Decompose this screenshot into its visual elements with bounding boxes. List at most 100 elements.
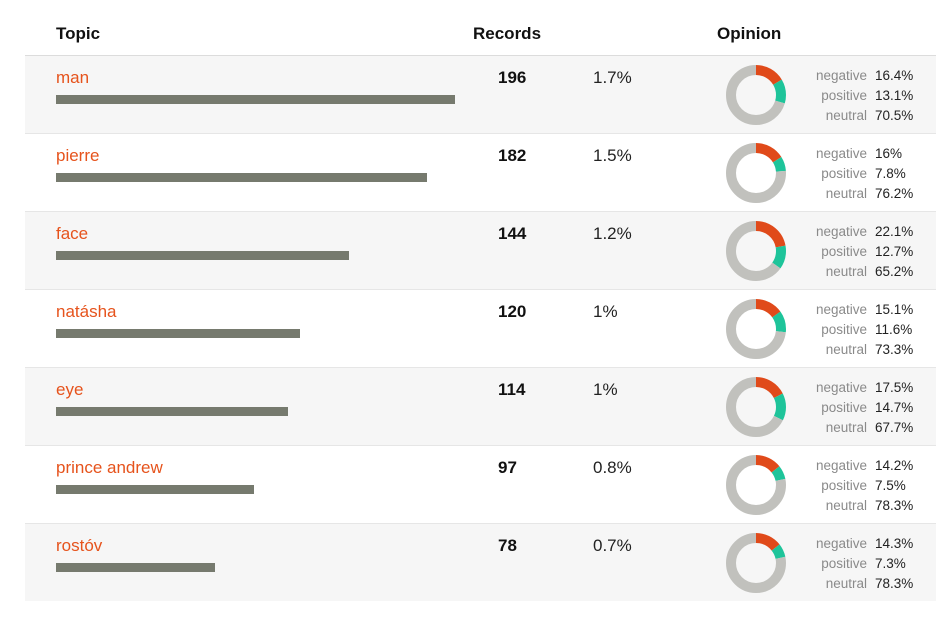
records-percent: 0.8% [593,458,632,477]
records-count: 120 [498,302,527,321]
opinion-label: positive [821,322,867,337]
records-count: 182 [498,146,527,165]
topic-link[interactable]: natásha [56,302,117,321]
opinion-positive: positive 7.8% [795,164,925,184]
opinion-value: 70.5% [875,108,914,123]
opinion-value: 7.8% [875,166,906,181]
topic-link[interactable]: rostóv [56,536,103,555]
opinion-negative: negative 15.1% [795,300,925,320]
opinion-negative: negative 16% [795,144,925,164]
opinion-breakdown: negative 16.4% positive 13.1% neutral 70.5% [795,66,925,126]
donut-slice-positive [726,65,786,125]
opinion-value: 7.5% [875,478,906,493]
table-row: pierre 182 1.5% negative 16% positive 7.8% neut… [25,134,936,212]
opinion-breakdown: negative 14.3% positive 7.3% neutral 78.3% [795,534,925,594]
opinion-value: 13.1% [875,88,914,103]
table-header: Topic Records Opinion [25,0,936,56]
opinion-label: neutral [825,342,867,357]
records-bar [56,251,350,260]
opinion-breakdown: negative 15.1% positive 11.6% neutral 73.3% [795,300,925,360]
opinion-neutral: neutral 78.3% [795,574,925,594]
topic-link[interactable]: face [56,224,89,243]
donut-slice-neutral [726,143,786,203]
opinion-breakdown: negative 17.5% positive 14.7% neutral 67.7% [795,378,925,438]
topic-link[interactable]: prince andrew [56,458,163,477]
donut-slice-positive [726,299,786,359]
opinion-label: negative [815,380,867,395]
opinion-donut [726,299,786,359]
opinion-neutral: neutral 76.2% [795,184,925,204]
table-row: eye 114 1% negative 17.5% positive 14.7% neutra… [25,368,936,446]
opinion-label: neutral [825,264,867,279]
opinion-negative: negative 14.3% [795,534,925,554]
opinion-label: negative [815,146,867,161]
donut-slice-neutral [726,455,786,515]
opinion-negative: negative 17.5% [795,378,925,398]
opinion-breakdown: negative 14.2% positive 7.5% neutral 78.3% [795,456,925,516]
header-opinion: Opinion [717,24,782,43]
records-count: 97 [498,458,517,477]
opinion-value: 78.3% [875,498,914,513]
opinion-label: negative [815,458,867,473]
topic-link[interactable]: eye [56,380,84,399]
donut-slice-positive [726,377,786,437]
records-count: 114 [498,380,526,399]
table-row: man 196 1.7% negative 16.4% positive 13.1% neut… [25,56,936,134]
records-bar [56,563,215,572]
opinion-positive: positive 7.3% [795,554,925,574]
records-percent: 1% [593,302,618,321]
records-percent: 1.7% [593,68,632,87]
opinion-donut [726,455,786,515]
opinion-label: negative [815,302,867,317]
opinion-label: positive [821,166,867,181]
donut-slice-neutral [726,299,786,359]
opinion-label: neutral [825,498,867,513]
opinion-value: 14.2% [875,458,914,473]
opinion-neutral: neutral 78.3% [795,496,925,516]
opinion-label: positive [821,478,867,493]
opinion-label: negative [815,68,867,83]
opinion-label: positive [821,88,867,103]
opinion-positive: positive 7.5% [795,476,925,496]
donut-slice-neutral [726,65,786,125]
opinion-positive: positive 11.6% [795,320,925,340]
opinion-positive: positive 14.7% [795,398,925,418]
opinion-value: 22.1% [875,224,914,239]
records-bar [56,329,301,338]
donut-slice-neutral [726,533,786,593]
opinion-neutral: neutral 65.2% [795,262,925,282]
header-topic: Topic [56,24,101,43]
records-bar [56,485,254,494]
table-row: prince andrew 97 0.8% negative 14.2% positive… [25,446,936,524]
header-records: Records [473,24,542,43]
opinion-neutral: neutral 70.5% [795,106,925,126]
opinion-donut [726,377,786,437]
records-percent: 1.5% [593,146,632,165]
donut-slice-positive [726,221,786,281]
topic-link[interactable]: pierre [56,146,100,165]
opinion-label: positive [821,400,867,415]
opinion-value: 16% [875,146,903,161]
opinion-breakdown: negative 22.1% positive 12.7% neutral 65.2% [795,222,925,282]
opinion-positive: positive 13.1% [795,86,925,106]
records-count: 196 [498,68,527,87]
topic-link[interactable]: man [56,68,90,87]
opinion-value: 16.4% [875,68,914,83]
table-row: rostóv 78 0.7% negative 14.3% positive 7.3% neu… [25,524,936,601]
opinion-label: neutral [825,420,867,435]
opinion-donut [726,65,786,125]
opinion-value: 73.3% [875,342,914,357]
opinion-breakdown: negative 16% positive 7.8% neutral 76.2% [795,144,925,204]
table-body: man 196 1.7% negative 16.4% positive 13.1% neut… [25,56,936,601]
opinion-value: 15.1% [875,302,914,317]
opinion-neutral: neutral 67.7% [795,418,925,438]
opinion-negative: negative 16.4% [795,66,925,86]
opinion-label: positive [821,244,867,259]
opinion-value: 76.2% [875,186,914,201]
donut-slice-neutral [726,377,786,437]
opinion-value: 14.3% [875,536,914,551]
donut-slice-neutral [726,221,786,281]
opinion-label: neutral [825,108,867,123]
opinion-value: 14.7% [875,400,914,415]
